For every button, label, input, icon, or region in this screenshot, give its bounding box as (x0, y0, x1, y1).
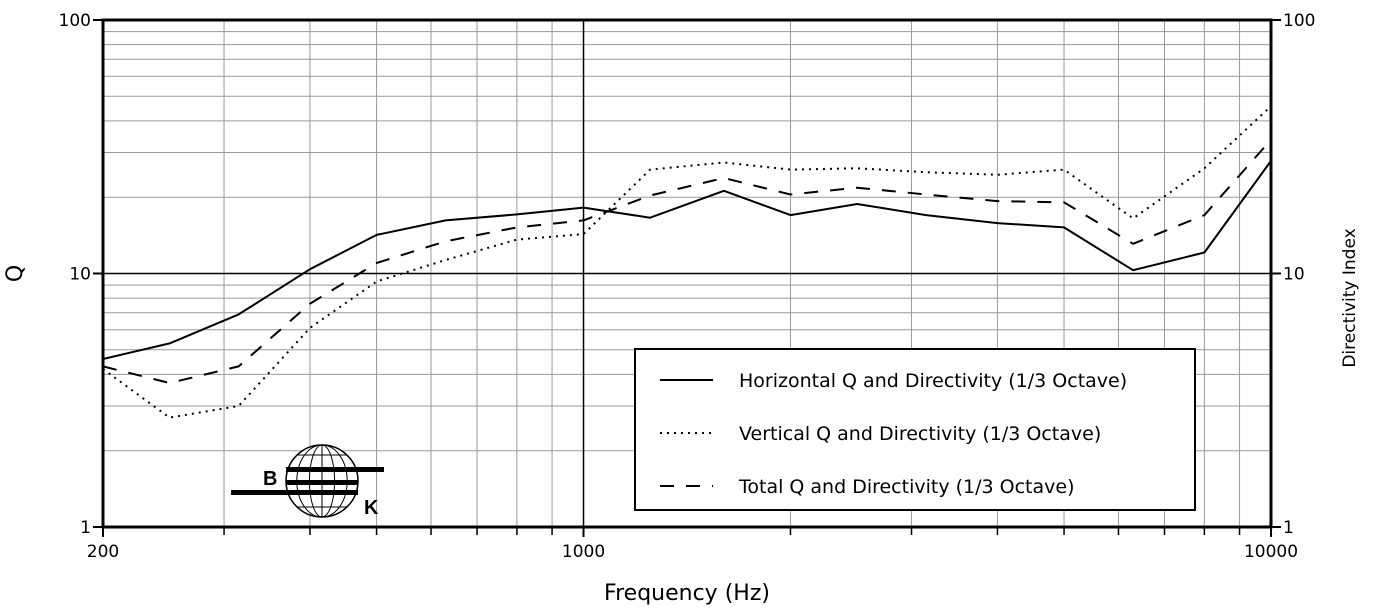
x-axis-title: Frequency (Hz) (604, 581, 770, 606)
major-gridlines (103, 20, 1271, 527)
right-y-tick-label: 10 (1283, 265, 1305, 285)
series-lines (102, 105, 1272, 419)
x-tick-label: 200 (87, 542, 119, 562)
right-y-axis-title: Directivity Index (1340, 228, 1360, 367)
logo-bar (286, 467, 384, 472)
bk-logo: BK (231, 444, 384, 519)
logo-bar (231, 490, 358, 495)
y-tick-label: 10 (69, 265, 91, 285)
series-line-dashed (102, 139, 1272, 384)
legend-box (634, 348, 1196, 511)
axis-ticks: 200 1000 10000 1 10 100 1 10 100 (59, 11, 1316, 562)
y-tick-label: 1 (80, 518, 91, 538)
y-tick-label: 100 (59, 11, 91, 31)
legend-label: Horizontal Q and Directivity (1/3 Octave… (739, 370, 1127, 392)
y-axis-title: Q (3, 265, 28, 282)
logo-letter-b: B (263, 468, 277, 490)
x-tick-label: 10000 (1244, 542, 1298, 562)
logo-bar (286, 480, 358, 485)
right-y-tick-label: 1 (1283, 518, 1294, 538)
right-y-tick-label: 100 (1283, 11, 1315, 31)
legend-label: Vertical Q and Directivity (1/3 Octave) (739, 423, 1101, 445)
legend: Horizontal Q and Directivity (1/3 Octave… (634, 348, 1196, 511)
legend-label: Total Q and Directivity (1/3 Octave) (738, 476, 1075, 498)
logo-letter-k: K (364, 497, 379, 519)
x-tick-label: 1000 (562, 542, 605, 562)
series-line-solid (102, 160, 1272, 360)
